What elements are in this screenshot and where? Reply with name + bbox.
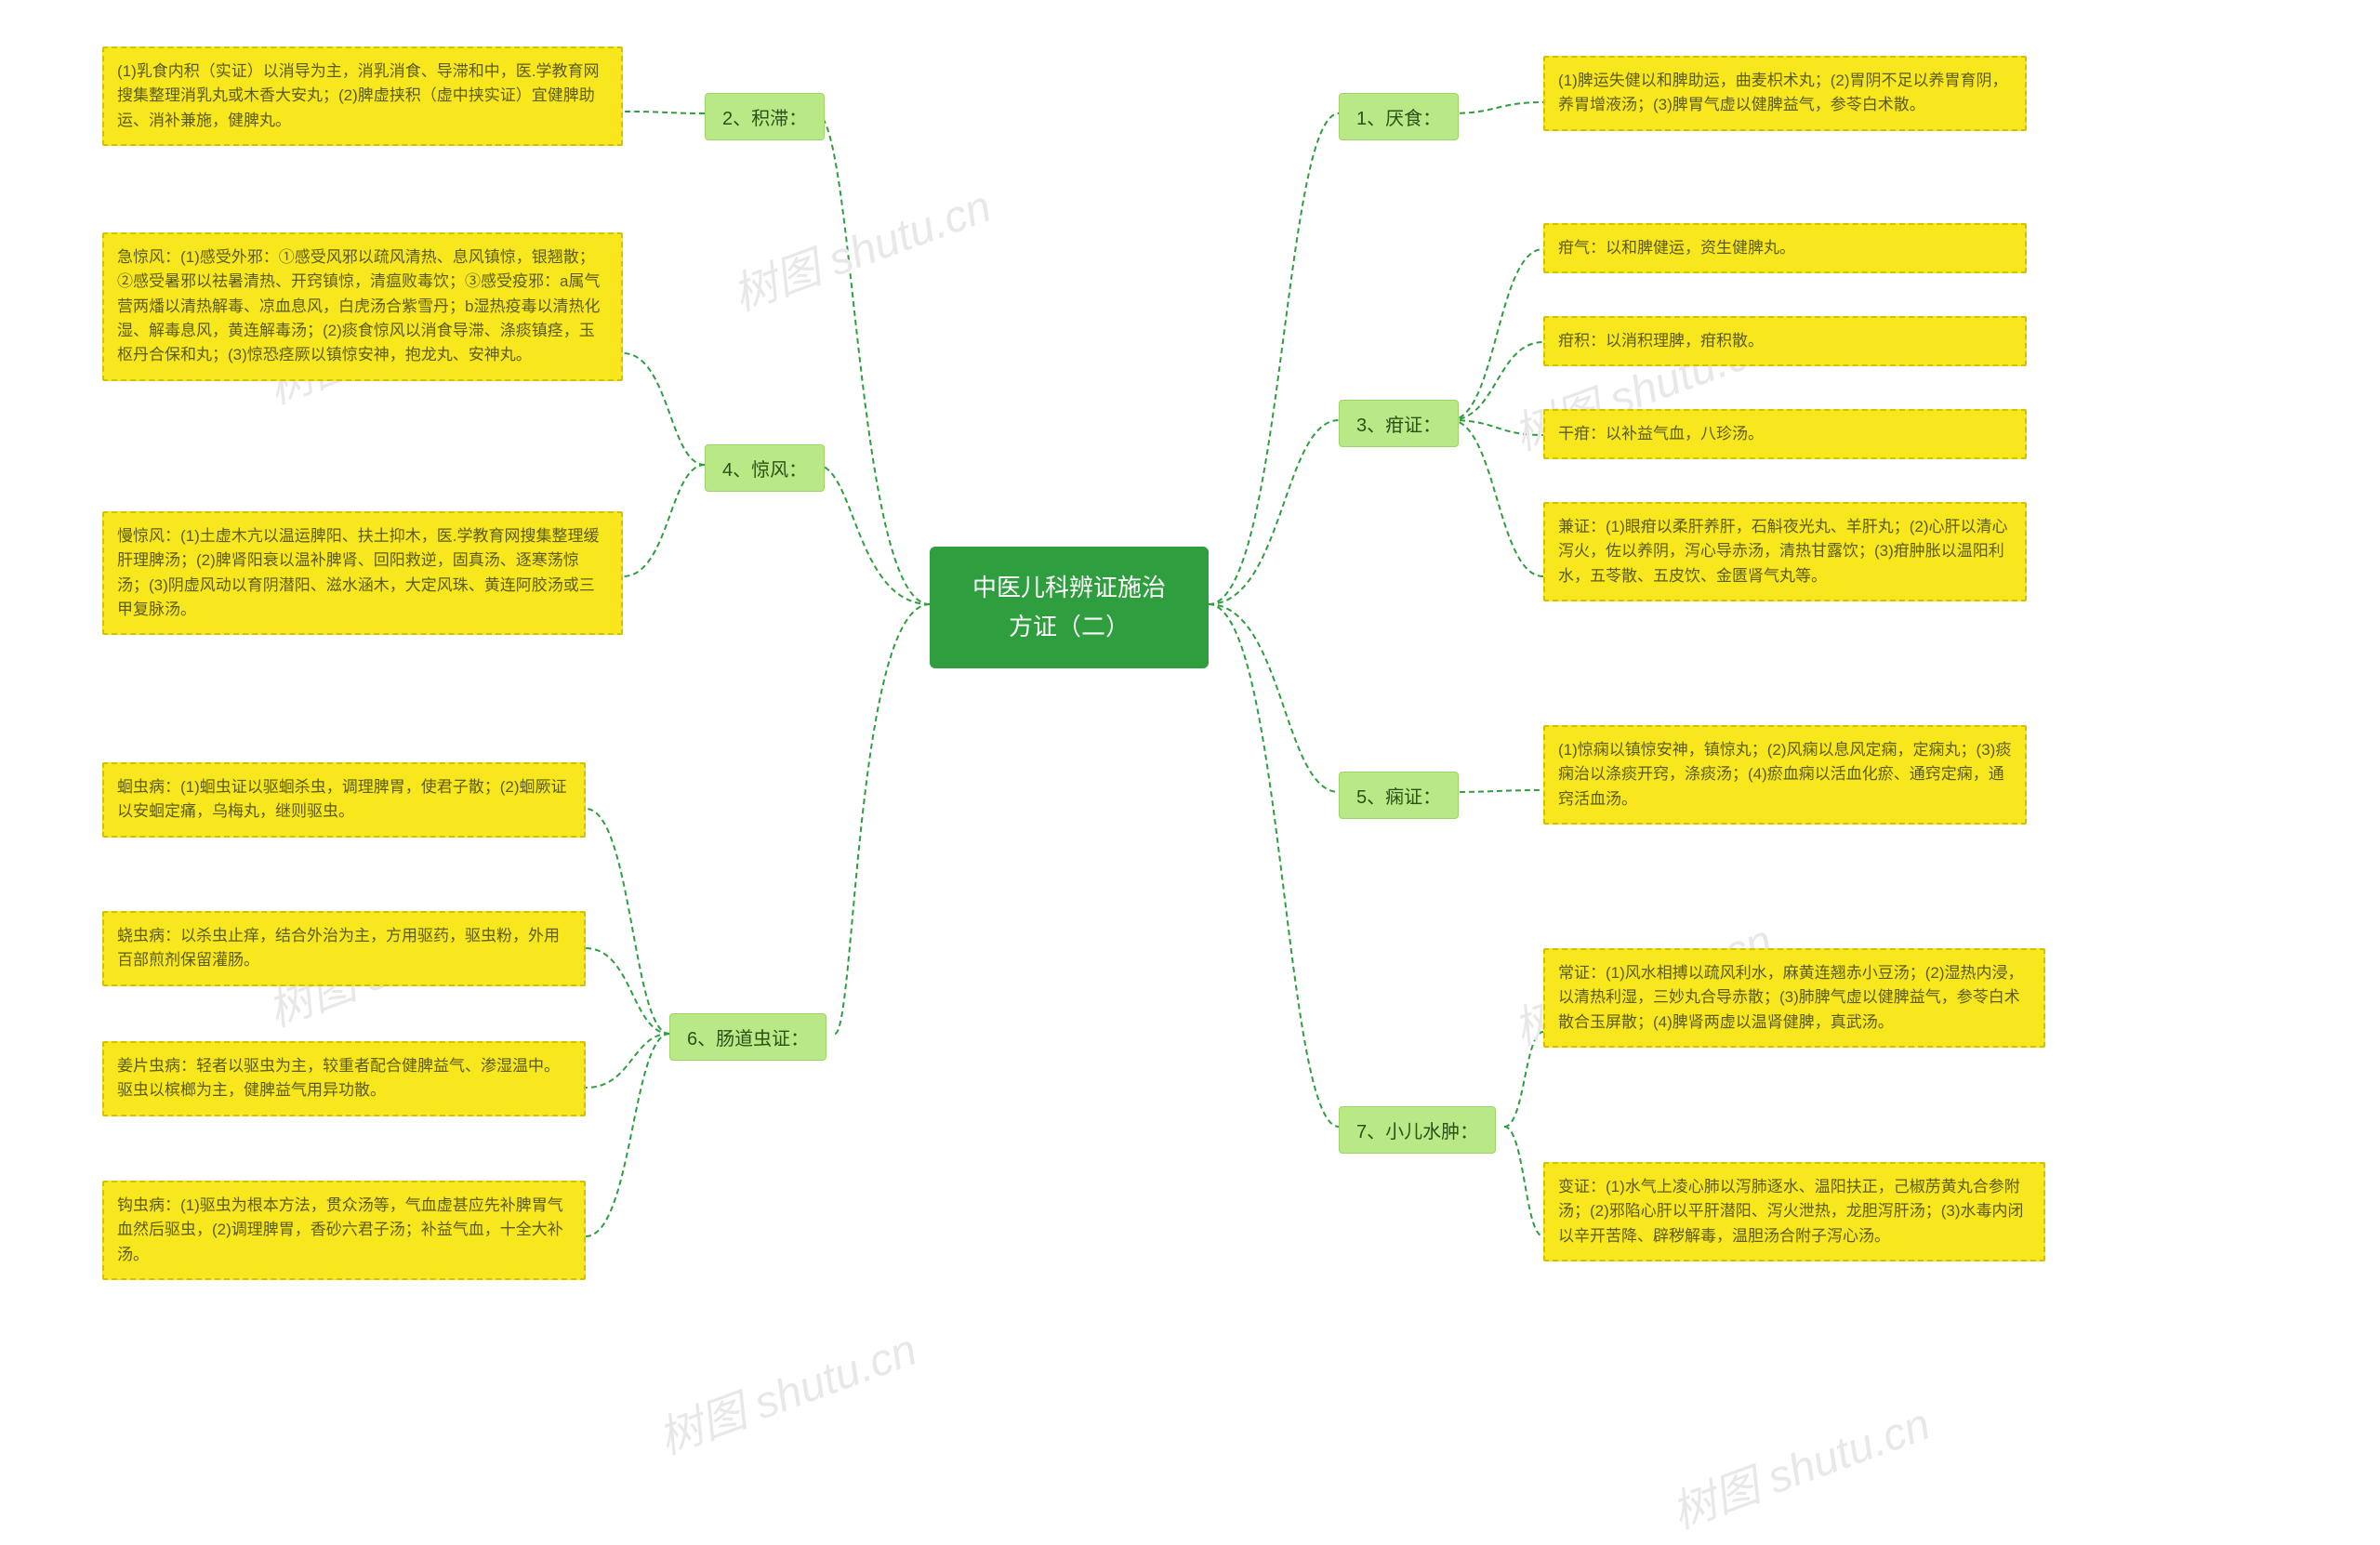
leaf-node[interactable]: 急惊风：(1)感受外邪：①感受风邪以疏风清热、息风镇惊，银翘散；②感受暑邪以祛暑… xyxy=(102,232,623,381)
watermark: 树图 shutu.cn xyxy=(648,1313,924,1466)
leaf-node[interactable]: 干疳：以补益气血，八珍汤。 xyxy=(1543,409,2027,459)
watermark: 树图 shutu.cn xyxy=(722,169,998,323)
leaf-node[interactable]: 姜片虫病：轻者以驱虫为主，较重者配合健脾益气、渗湿温中。驱虫以槟榔为主，健脾益气… xyxy=(102,1041,586,1116)
leaf-node[interactable]: 兼证：(1)眼疳以柔肝养肝，石斛夜光丸、羊肝丸；(2)心肝以清心泻火，佐以养阴，… xyxy=(1543,502,2027,601)
branch-node-5[interactable]: 5、痫证： xyxy=(1339,772,1459,819)
branch-node-1[interactable]: 1、厌食： xyxy=(1339,93,1459,140)
leaf-node[interactable]: 慢惊风：(1)土虚木亢以温运脾阳、扶土抑木，医.学教育网搜集整理缓肝理脾汤；(2… xyxy=(102,511,623,635)
leaf-node[interactable]: 钩虫病：(1)驱虫为根本方法，贯众汤等，气血虚甚应先补脾胃气血然后驱虫，(2)调… xyxy=(102,1181,586,1280)
leaf-node[interactable]: 变证：(1)水气上凌心肺以泻肺逐水、温阳扶正，己椒苈黄丸合参附汤；(2)邪陷心肝… xyxy=(1543,1162,2045,1261)
leaf-node[interactable]: 疳积：以消积理脾，疳积散。 xyxy=(1543,316,2027,366)
branch-node-7[interactable]: 7、小儿水肿： xyxy=(1339,1106,1496,1154)
branch-node-2[interactable]: 2、积滞： xyxy=(705,93,825,140)
leaf-node[interactable]: (1)脾运失健以和脾助运，曲麦枳术丸；(2)胃阴不足以养胃育阴，养胃增液汤；(3… xyxy=(1543,56,2027,131)
branch-node-4[interactable]: 4、惊风： xyxy=(705,444,825,492)
leaf-node[interactable]: 疳气：以和脾健运，资生健脾丸。 xyxy=(1543,223,2027,273)
leaf-node[interactable]: 常证：(1)风水相搏以疏风利水，麻黄连翘赤小豆汤；(2)湿热内浸，以清热利湿，三… xyxy=(1543,948,2045,1048)
mindmap-canvas: 树图 shutu.cn 树图 shutu.cn 树图 shutu.cn 树图 s… xyxy=(0,0,2380,1545)
branch-node-3[interactable]: 3、疳证： xyxy=(1339,400,1459,447)
center-node[interactable]: 中医儿科辨证施治方证（二） xyxy=(930,547,1209,668)
leaf-node[interactable]: (1)乳食内积（实证）以消导为主，消乳消食、导滞和中，医.学教育网搜集整理消乳丸… xyxy=(102,46,623,146)
branch-node-6[interactable]: 6、肠道虫证： xyxy=(669,1013,826,1061)
leaf-node[interactable]: 蛔虫病：(1)蛔虫证以驱蛔杀虫，调理脾胃，使君子散；(2)蛔厥证以安蛔定痛，乌梅… xyxy=(102,762,586,838)
watermark: 树图 shutu.cn xyxy=(1661,1387,1937,1540)
leaf-node[interactable]: 蛲虫病：以杀虫止痒，结合外治为主，方用驱药，驱虫粉，外用百部煎剂保留灌肠。 xyxy=(102,911,586,986)
leaf-node[interactable]: (1)惊痫以镇惊安神，镇惊丸；(2)风痫以息风定痫，定痫丸；(3)痰痫治以涤痰开… xyxy=(1543,725,2027,825)
